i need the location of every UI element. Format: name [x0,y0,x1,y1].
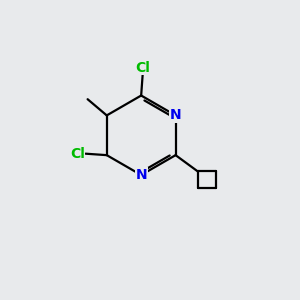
Text: Cl: Cl [70,147,85,161]
Text: N: N [135,168,147,182]
Text: Cl: Cl [135,61,150,75]
Text: N: N [170,108,182,122]
